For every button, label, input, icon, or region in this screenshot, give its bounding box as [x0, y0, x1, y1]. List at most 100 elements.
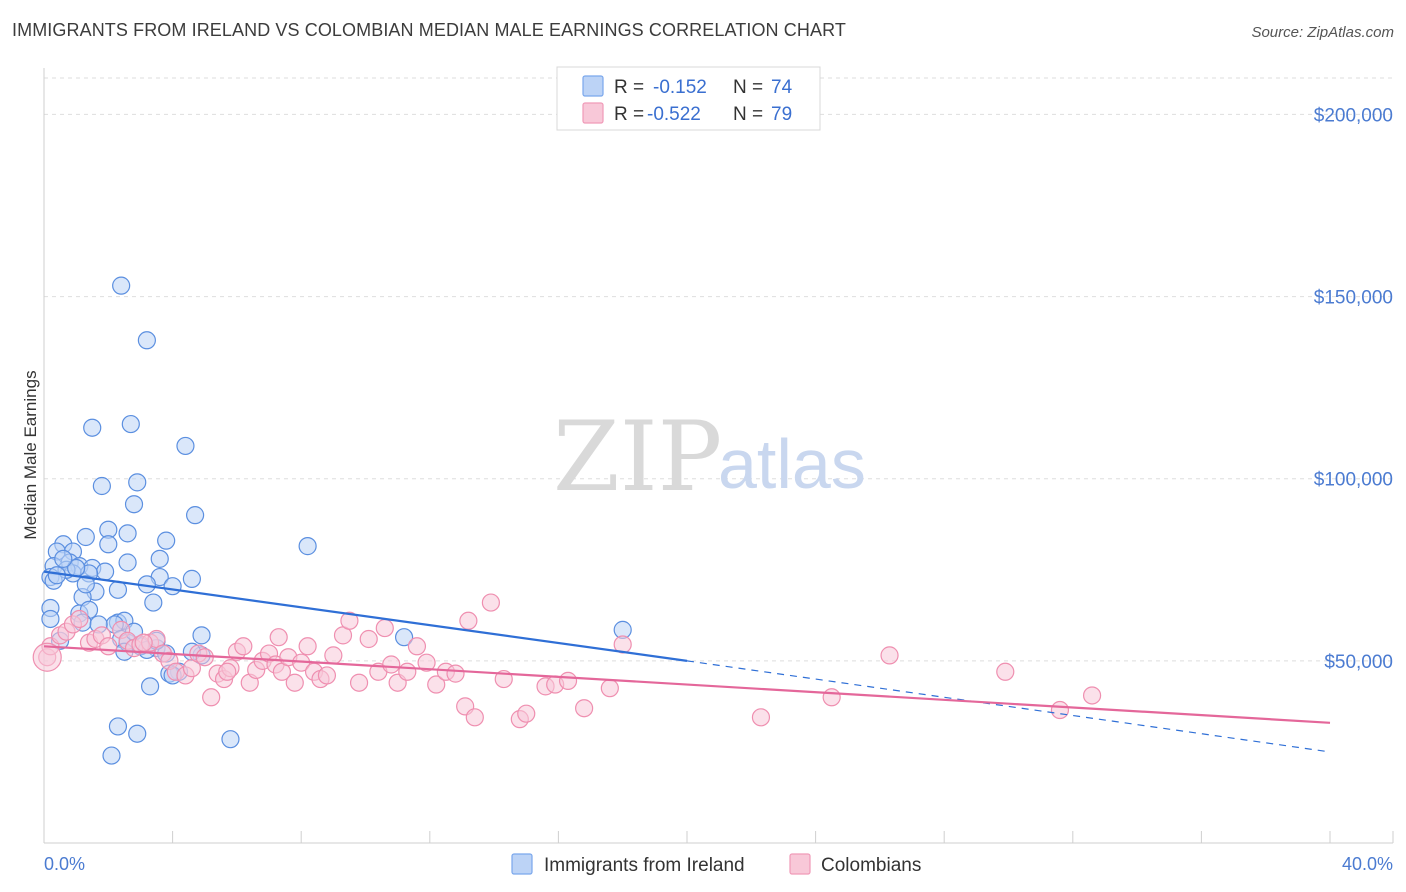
ireland-point-26 — [95, 562, 115, 581]
colombia-point-38 — [298, 637, 317, 656]
ireland-point-15 — [298, 537, 317, 556]
ireland-point-33 — [163, 577, 182, 596]
colombia-point-66 — [558, 671, 578, 690]
ireland-point-64 — [221, 730, 240, 749]
colombia-point-54 — [427, 675, 446, 694]
chart-title: IMMIGRANTS FROM IRELAND VS COLOMBIAN MED… — [12, 20, 846, 40]
ireland-point-0 — [112, 276, 131, 295]
legend-box: R = -0.152 N = 74 R = -0.522 N = 79 — [556, 66, 821, 131]
legend-r-value-colombia: -0.522 — [647, 104, 701, 125]
colombia-point-28 — [234, 637, 253, 656]
y-axis-label: Median Male Earnings — [21, 370, 40, 539]
y-tick-label-0: $50,000 — [1324, 652, 1393, 673]
colombia-point-48 — [375, 618, 394, 638]
legend-swatch-ireland — [582, 75, 604, 97]
legend-r-label-colombia: R = — [614, 104, 644, 125]
colombia-point-36 — [285, 673, 304, 692]
colombia-point-71 — [822, 688, 841, 707]
legend-swatch-colombia — [582, 102, 604, 124]
colombia-point-42 — [324, 646, 343, 665]
colombia-point-52 — [407, 637, 427, 656]
y-tick-label-1: $100,000 — [1314, 470, 1393, 491]
colombia-point-large — [32, 642, 62, 672]
bottom-legend-swatch-ireland — [511, 853, 533, 875]
ireland-point-46 — [192, 626, 211, 645]
ireland-point-37 — [144, 593, 163, 612]
ireland-point-8 — [186, 506, 205, 525]
y-tick-label-3: $200,000 — [1314, 105, 1393, 126]
ireland-point-6 — [128, 473, 147, 492]
ireland-point-1 — [137, 331, 156, 350]
ireland-point-62 — [108, 717, 128, 736]
ireland-point-69 — [76, 575, 95, 594]
watermark: ZIP atlas — [553, 401, 866, 513]
watermark-atlas: atlas — [718, 425, 866, 503]
bottom-legend-swatch-colombia — [789, 853, 811, 875]
colombia-point-60 — [481, 593, 500, 612]
colombia-point-78 — [269, 628, 288, 647]
colombia-point-67 — [575, 699, 594, 718]
ireland-point-3 — [121, 414, 140, 434]
colombia-point-70 — [751, 708, 771, 727]
y-tick-labels: $50,000 $100,000 $150,000 $200,000 — [1314, 105, 1393, 672]
x-tick-left: 0.0% — [44, 854, 85, 874]
legend-r-value-ireland: -0.152 — [653, 77, 707, 98]
axes — [43, 68, 1394, 844]
bottom-legend-label-ireland: Immigrants from Ireland — [544, 855, 745, 876]
colombia-point-9 — [99, 637, 118, 656]
colombia-point-72 — [880, 646, 899, 665]
colombia-point-56 — [446, 664, 465, 683]
legend-n-value-colombia: 79 — [771, 104, 792, 125]
ireland-point-61 — [140, 677, 160, 696]
trend-line-ireland-extension — [686, 660, 1331, 753]
watermark-zip: ZIP — [553, 401, 722, 513]
colombia-point-44 — [340, 611, 359, 630]
colombia-point-45 — [349, 673, 369, 692]
colombia-point-76 — [134, 633, 153, 652]
colombia-point-77 — [218, 662, 237, 681]
colombia-point-53 — [417, 653, 436, 672]
colombia-point-5 — [70, 609, 89, 629]
source-label: Source: ZipAtlas.com — [1251, 24, 1394, 41]
ireland-point-4 — [176, 436, 195, 456]
ireland-point-10 — [118, 524, 137, 543]
ireland-point-31 — [182, 569, 201, 588]
colombia-point-46 — [359, 629, 378, 649]
gridlines — [44, 77, 1393, 662]
trend-line-colombia — [43, 645, 1331, 724]
ireland-point-41 — [41, 609, 60, 629]
colombia-point-41 — [317, 666, 337, 685]
legend-n-label-colombia: N = — [733, 104, 763, 125]
ireland-point-13 — [157, 531, 176, 550]
colombia-point-49 — [382, 655, 401, 674]
colombia-point-51 — [398, 662, 417, 681]
ireland-point-68 — [54, 549, 73, 568]
colombia-point-23 — [202, 688, 221, 707]
ireland-point-48 — [394, 628, 414, 647]
ireland-point-21 — [150, 549, 169, 568]
legend-n-label-ireland: N = — [733, 77, 763, 98]
colombia-point-58 — [465, 708, 484, 727]
legend-r-label-ireland: R = — [614, 77, 644, 98]
ireland-point-14 — [99, 535, 118, 554]
bottom-legend-label-colombia: Colombians — [821, 855, 921, 876]
ireland-point-2 — [83, 418, 102, 437]
ireland-point-35 — [108, 580, 128, 599]
ireland-point-63 — [128, 724, 147, 743]
ireland-point-65 — [102, 746, 121, 765]
colombia-point-74 — [1050, 700, 1070, 720]
colombia-point-75 — [1082, 686, 1102, 705]
legend-n-value-ireland: 74 — [771, 77, 793, 98]
bottom-legend: Immigrants from Ireland Colombians — [511, 853, 921, 876]
y-tick-label-2: $150,000 — [1314, 288, 1393, 309]
x-tick-right: 40.0% — [1342, 854, 1393, 874]
ireland-point-20 — [118, 553, 137, 572]
colombia-point-73 — [996, 662, 1015, 681]
colombia-point-63 — [517, 704, 536, 723]
ireland-point-7 — [124, 495, 144, 514]
trend-lines — [43, 570, 1331, 753]
colombia-point-68 — [600, 679, 619, 698]
ireland-point-11 — [76, 527, 95, 547]
trend-line-ireland — [43, 570, 688, 662]
